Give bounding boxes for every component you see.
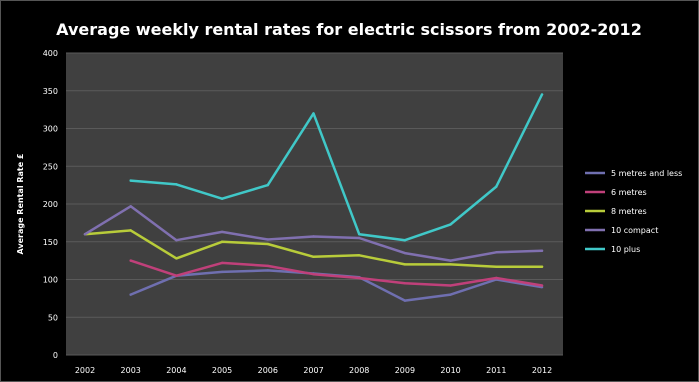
x-tick-label: 2007 [303, 366, 323, 375]
data-point [403, 239, 407, 242]
x-tick-label: 2004 [166, 366, 186, 375]
data-point [495, 276, 498, 280]
data-point [175, 239, 178, 242]
data-point [266, 269, 269, 272]
x-axis-ticks: 2002 2003 2004 2005 2006 2007 2008 2009 2010 2011… [75, 366, 552, 375]
y-axis-ticks: 0 50 100 150 200 250 300 350 400 [43, 49, 58, 360]
data-point [220, 270, 224, 274]
data-point [175, 274, 178, 277]
data-point [266, 242, 269, 246]
data-point [312, 255, 315, 259]
data-point [540, 284, 544, 287]
data-point [495, 265, 498, 268]
data-point [83, 233, 87, 236]
y-tick-label: 0 [53, 351, 58, 360]
legend-item-label: 5 metres and less [611, 169, 682, 178]
data-point [129, 205, 132, 208]
data-point [449, 284, 452, 287]
data-point [540, 93, 544, 96]
data-point [403, 282, 407, 285]
data-point [266, 183, 269, 187]
data-point [495, 251, 498, 254]
data-point [403, 263, 407, 266]
legend-item-label: 10 plus [611, 245, 640, 254]
y-tick-label: 250 [43, 162, 58, 171]
legend-item-label: 10 compact [611, 226, 658, 235]
y-tick-label: 300 [43, 125, 58, 134]
x-tick-label: 2011 [486, 366, 506, 375]
data-point [540, 249, 544, 253]
y-tick-label: 100 [43, 276, 58, 285]
data-point [358, 254, 361, 257]
x-tick-label: 2002 [75, 366, 95, 375]
data-point [312, 273, 315, 276]
y-tick-label: 150 [43, 238, 58, 247]
x-tick-label: 2008 [349, 366, 369, 375]
data-point [449, 223, 452, 226]
data-point [266, 238, 269, 241]
data-point [358, 233, 361, 236]
data-point [129, 293, 132, 296]
data-point [449, 259, 452, 262]
data-point [220, 230, 224, 234]
data-point [312, 112, 315, 115]
data-point [312, 235, 315, 238]
y-tick-label: 400 [43, 49, 58, 58]
data-point [175, 257, 178, 260]
data-point [358, 236, 361, 240]
data-point [403, 299, 407, 302]
data-point [449, 293, 452, 296]
data-point [449, 263, 452, 266]
data-point [403, 251, 407, 255]
data-point [175, 183, 178, 186]
series-line-4 [129, 93, 544, 242]
chart-title: Average weekly rental rates for electric… [56, 20, 642, 39]
data-point [129, 229, 132, 232]
series-line-1 [129, 259, 544, 287]
series-lines [83, 93, 544, 302]
y-axis-label: Average Rental Rate £ [16, 153, 25, 254]
x-tick-label: 2006 [258, 366, 278, 375]
data-point [129, 259, 132, 262]
data-point [129, 179, 132, 182]
x-tick-label: 2012 [532, 366, 552, 375]
legend-item-label: 6 metres [611, 188, 647, 197]
data-point [220, 261, 224, 265]
y-tick-label: 50 [48, 313, 58, 322]
data-point [358, 276, 361, 280]
data-point [220, 240, 224, 243]
x-tick-label: 2009 [395, 366, 415, 375]
legend-item-label: 8 metres [611, 207, 647, 216]
data-point [266, 264, 269, 268]
y-tick-label: 350 [43, 87, 58, 96]
data-point [540, 265, 544, 268]
x-tick-label: 2003 [121, 366, 141, 375]
x-tick-label: 2010 [440, 366, 460, 375]
y-tick-label: 200 [43, 200, 58, 209]
x-tick-label: 2005 [212, 366, 232, 375]
data-point [495, 185, 498, 188]
legend: 5 metres and less 6 metres 8 metres 10 comp… [585, 169, 682, 254]
data-point [220, 197, 224, 200]
